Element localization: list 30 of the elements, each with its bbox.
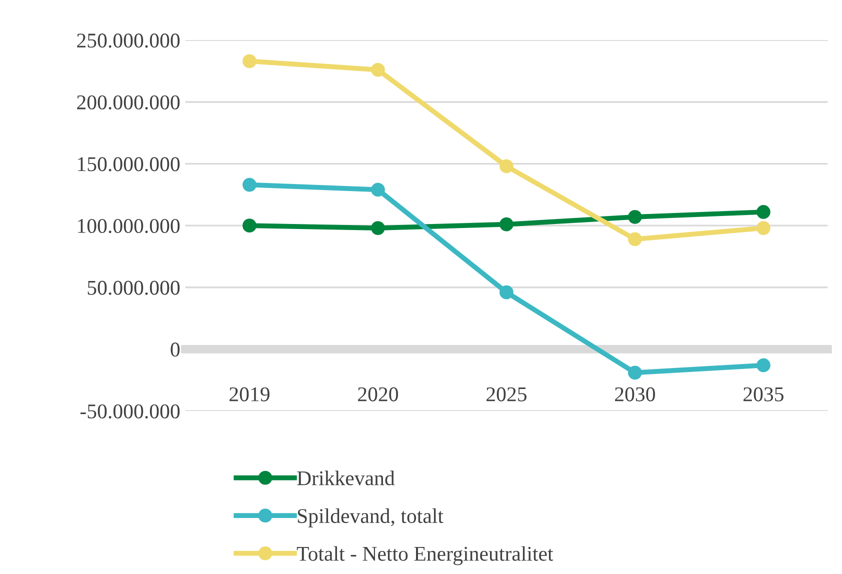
point [756, 205, 770, 219]
legend-label: Totalt - Netto Energineutralitet [296, 546, 554, 566]
point [628, 210, 642, 224]
point [371, 182, 385, 197]
point [371, 62, 385, 77]
legend-label: Spildevand, totalt [298, 508, 444, 528]
x-tick-label: 2019 [230, 387, 270, 402]
y-tick-label: 150.000.000 [78, 157, 180, 172]
y-tick-label: 0 [170, 342, 180, 357]
point [242, 54, 256, 68]
y-tick-label: 200.000.000 [77, 95, 180, 110]
point [628, 232, 642, 246]
point [371, 221, 385, 235]
point [756, 221, 770, 235]
x-tick-label: 2030 [615, 387, 655, 402]
x-tick-label: 2035 [744, 387, 784, 402]
point [500, 217, 514, 232]
point [242, 178, 256, 192]
point [242, 218, 256, 233]
y-tick-label: 100.000.000 [78, 218, 180, 234]
y-tick-label: 250.000.000 [77, 34, 180, 48]
point [500, 159, 514, 174]
y-tick-label: 50.000.000 [88, 280, 180, 295]
point [500, 285, 514, 300]
x-tick-label: 2025 [486, 387, 526, 402]
legend-label: Drikkevand [297, 470, 395, 486]
y-tick-label: -50.000.000 [80, 404, 180, 419]
point [756, 358, 770, 372]
point [628, 366, 642, 380]
x-tick-label: 2020 [358, 387, 398, 402]
